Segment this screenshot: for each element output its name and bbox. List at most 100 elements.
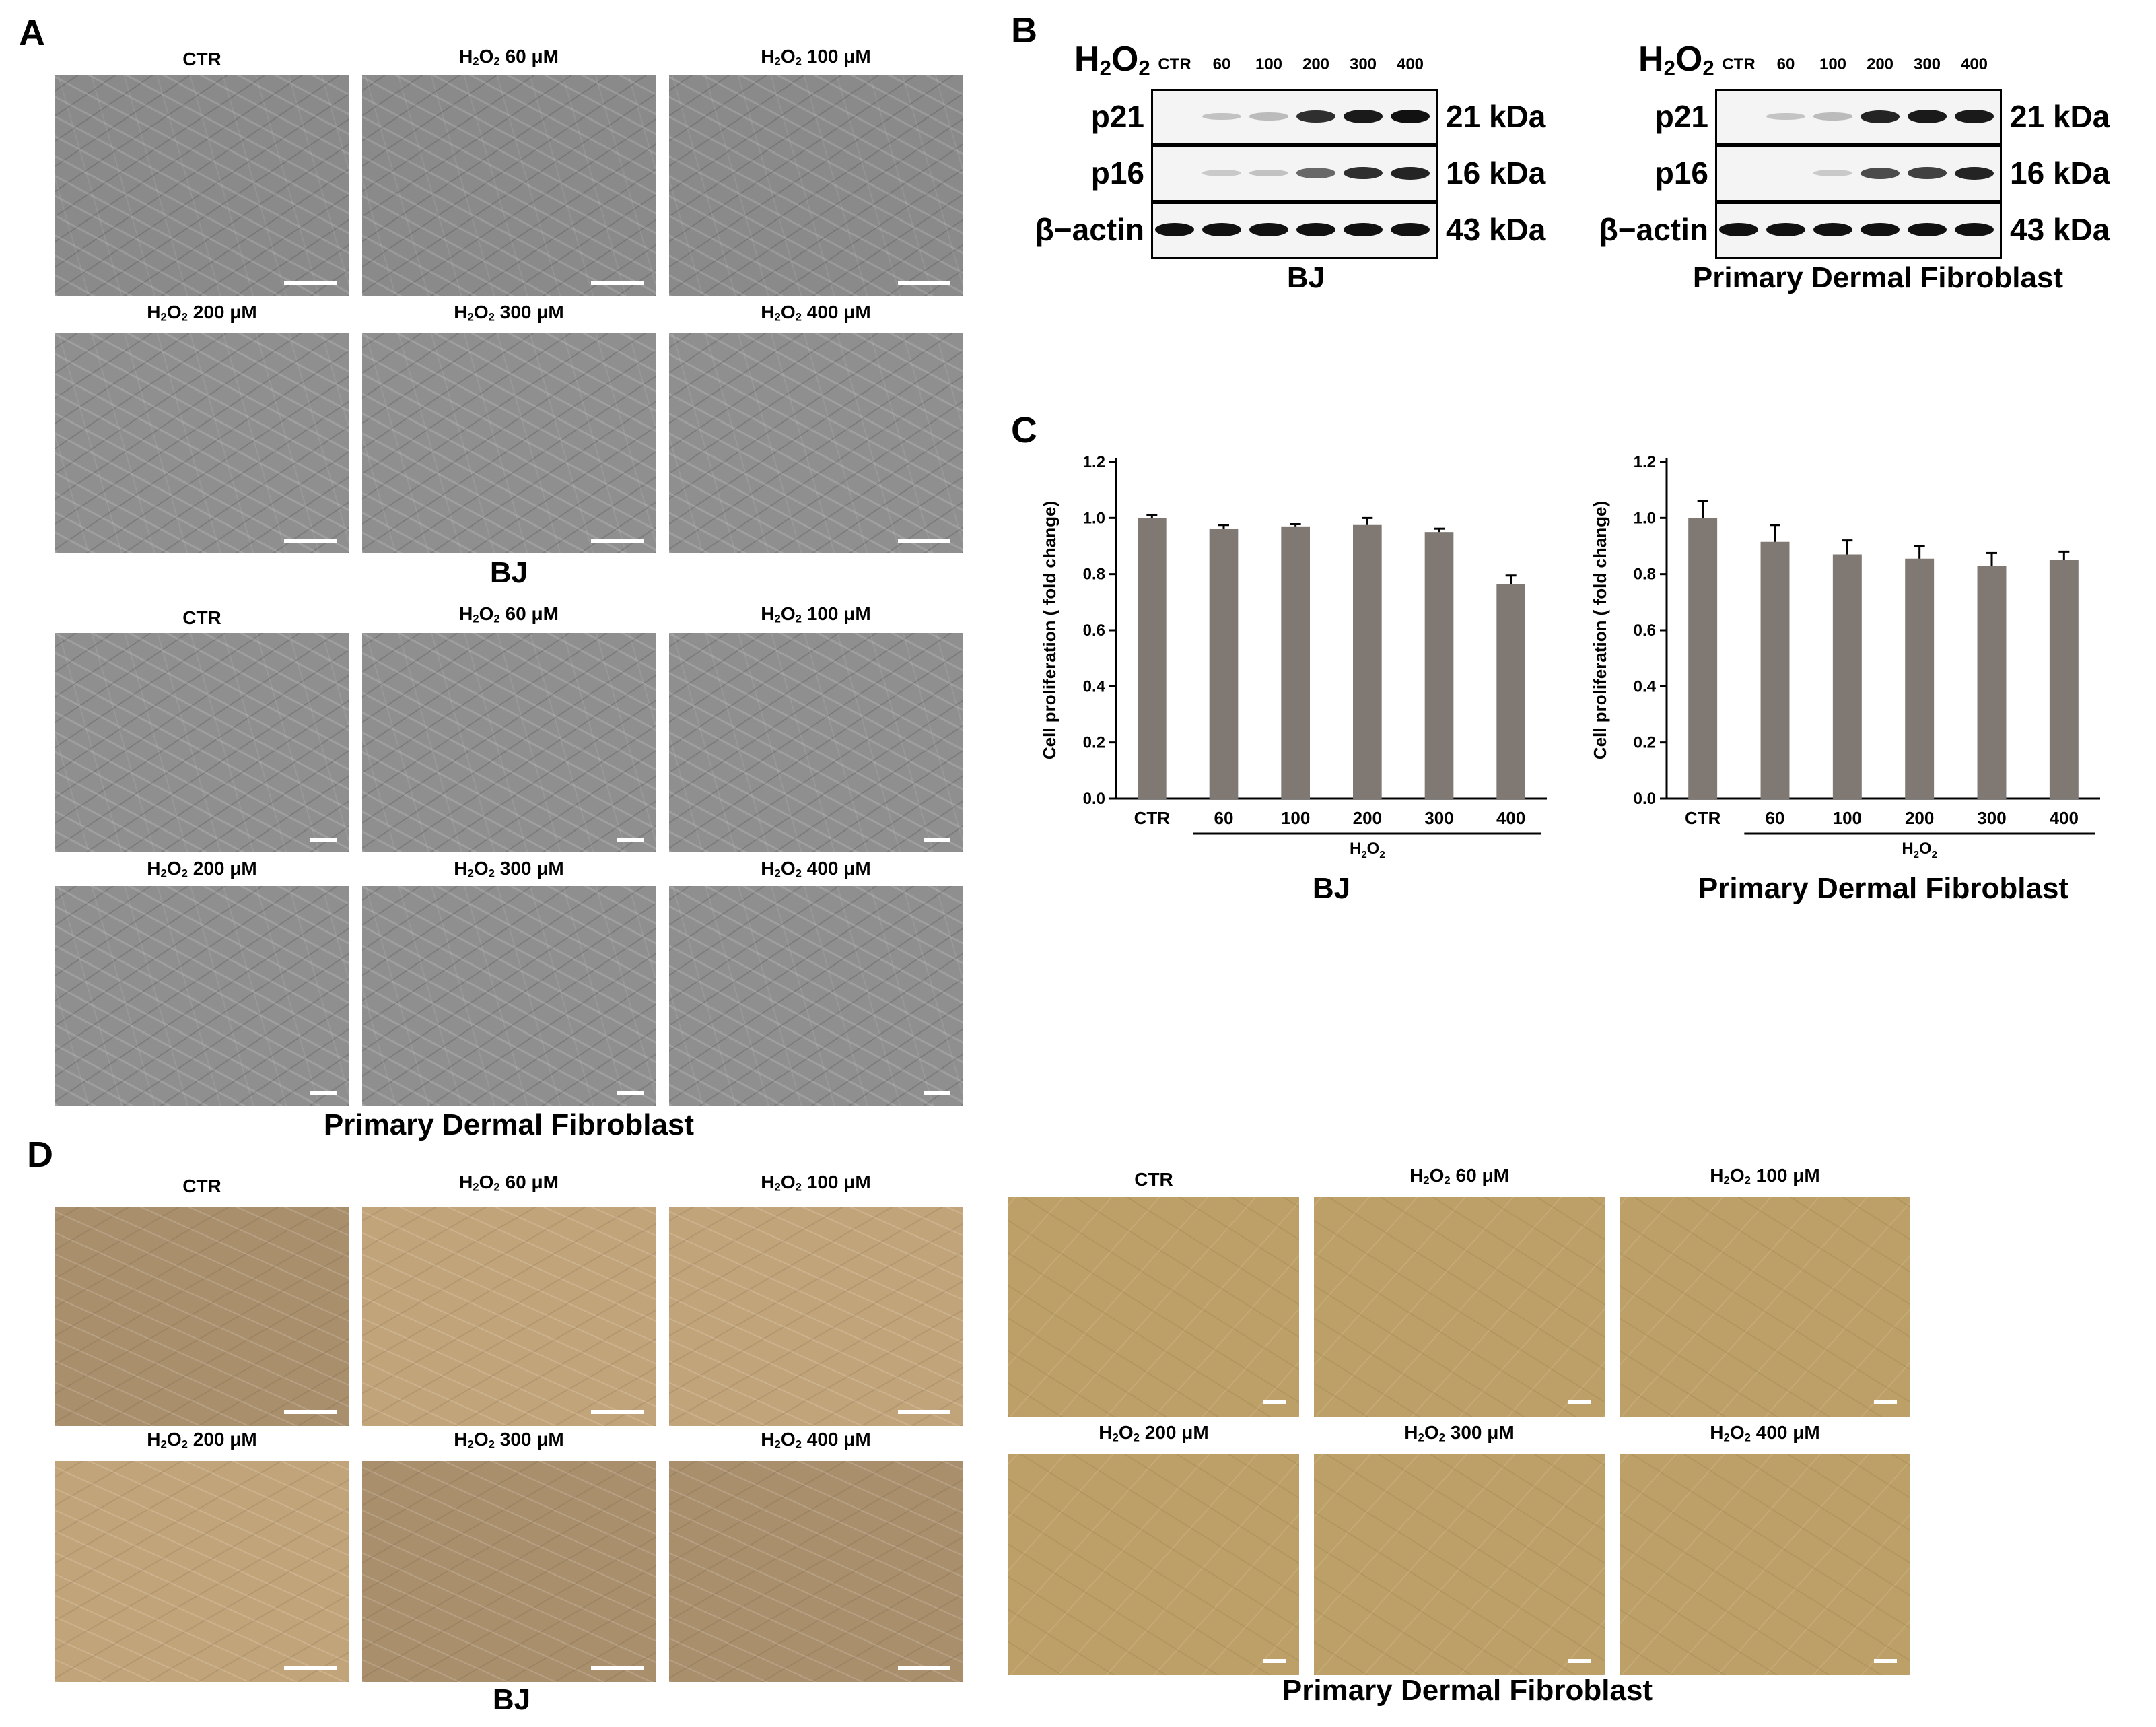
micrograph-pdf-400 <box>669 886 963 1106</box>
blot-pdf-band-p16-100 <box>1813 169 1852 177</box>
blot-bj-band-actin-300 <box>1344 223 1383 236</box>
blot-bj-band-p21-200 <box>1296 110 1335 123</box>
chart-pdf-bar-200 <box>1905 558 1935 799</box>
label-h2o2-200: H2O2 200 μM <box>147 1429 257 1451</box>
micrograph-pdf-60 <box>362 633 656 852</box>
blot-pdf-row-label-p21: p21 <box>1655 99 1708 134</box>
blot-pdf-band-actin-60 <box>1766 223 1805 236</box>
chart-pdf-xtick-100: 100 <box>1833 808 1862 828</box>
label-h2o2-200: H2O2 200 μM <box>147 858 257 880</box>
blot-bj-band-p16-300 <box>1344 166 1383 180</box>
chart-bj-xtick-200: 200 <box>1353 808 1382 828</box>
blot-bj-band-actin-60 <box>1202 223 1241 236</box>
blot-bj-lane-60: 60 <box>1212 55 1231 73</box>
chart-pdf-bar-100 <box>1832 554 1862 799</box>
label-h2o2-100: H2O2 100 μM <box>761 603 871 625</box>
blot-bj-band-actin-200 <box>1296 223 1335 236</box>
blot-pdf-kda-p16: 16 kDa <box>2010 156 2110 191</box>
blot-pdf-row-label-p16: p16 <box>1655 156 1708 191</box>
label-h2o2-100: H2O2 100 μM <box>761 46 871 68</box>
label-ctr: CTR <box>182 607 221 628</box>
chart-pdf-ytick-label: 1.0 <box>1634 509 1656 527</box>
label-h2o2-300: H2O2 300 μM <box>1404 1422 1515 1444</box>
chart-bj-xtick-400: 400 <box>1496 808 1525 828</box>
blot-pdf-band-p21-100 <box>1813 112 1852 121</box>
blot-pdf-band-p21-200 <box>1861 110 1900 123</box>
stain-bj-200 <box>55 1461 349 1682</box>
blot-bj-row-label-p16: p16 <box>1090 156 1144 191</box>
label-h2o2-300: H2O2 300 μM <box>454 302 564 324</box>
micrograph-bj-200 <box>55 333 349 553</box>
blot-bj-kda-p16: 16 kDa <box>1446 156 1546 191</box>
blot-bj-band-p16-200 <box>1296 168 1335 178</box>
stain-pdf-400 <box>1620 1454 1910 1675</box>
chart-bj-ytick-label: 0.8 <box>1083 566 1105 584</box>
chart-pdf-ylabel: Cell proliferation ( fold change) <box>1590 501 1610 759</box>
chart-bj-bar-200 <box>1353 524 1382 799</box>
blot-bj-band-p21-400 <box>1391 110 1430 123</box>
stain-bj-100 <box>669 1207 963 1426</box>
blot-pdf-lane-100: 100 <box>1819 55 1847 73</box>
chart-pdf-bar-60 <box>1760 541 1790 799</box>
group-title-pdf-d: Primary Dermal Fibroblast <box>1282 1674 1653 1707</box>
panel-letter-b: B <box>1011 10 1037 50</box>
chart-bj-xlabel: H2O2 <box>1350 840 1385 860</box>
label-h2o2-300: H2O2 300 μM <box>454 858 564 880</box>
group-title-pdf: Primary Dermal Fibroblast <box>323 1108 695 1141</box>
blot-pdf-band-p21-300 <box>1908 110 1947 123</box>
blot-pdf-h2o2-label: H2O2 <box>1638 40 1714 80</box>
chart-pdf-ytick-label: 0.2 <box>1634 734 1656 752</box>
blot-pdf-band-p16-400 <box>1955 166 1994 180</box>
blot-pdf-lane-60: 60 <box>1776 55 1795 73</box>
blot-pdf-membrane-p16 <box>1715 145 2002 202</box>
chart-bj-title: BJ <box>1313 872 1350 905</box>
label-h2o2-60: H2O2 60 μM <box>1410 1165 1509 1187</box>
blot-pdf-kda-actin: 43 kDa <box>2010 212 2110 247</box>
chart-bj-ytick-label: 1.0 <box>1083 509 1105 527</box>
label-h2o2-100: H2O2 100 μM <box>1710 1165 1820 1187</box>
blot-pdf-membrane-p21 <box>1715 89 2002 145</box>
label-h2o2-200: H2O2 200 μM <box>1099 1422 1209 1444</box>
stain-pdf-200 <box>1008 1454 1299 1675</box>
micrograph-bj-ctr <box>55 75 349 296</box>
blot-bj-row-label-actin: β−actin <box>1035 212 1144 247</box>
chart-bj-bar-300 <box>1424 532 1454 799</box>
chart-bj-ytick-label: 0.6 <box>1083 621 1105 640</box>
blot-bj-caption: BJ <box>1286 261 1325 294</box>
chart-pdf-bar-400 <box>2049 560 2079 799</box>
label-ctr: CTR <box>182 1176 221 1196</box>
blot-bj-band-p16-100 <box>1249 169 1288 177</box>
blot-pdf-band-actin-300 <box>1908 223 1947 236</box>
blot-pdf-band-actin-400 <box>1955 223 1994 236</box>
chart-bj-bar-400 <box>1496 584 1525 799</box>
blot-bj-band-actin-CTR <box>1155 223 1194 236</box>
stain-bj-ctr <box>55 1207 349 1426</box>
chart-bj-ytick-label: 1.2 <box>1083 453 1105 471</box>
chart-pdf-ytick-label: 1.2 <box>1634 453 1656 471</box>
blot-bj-band-p16-400 <box>1391 166 1430 180</box>
label-h2o2-60: H2O2 60 μM <box>459 46 559 68</box>
chart-pdf-xtick-200: 200 <box>1905 808 1934 828</box>
blot-pdf-row-label-actin: β−actin <box>1599 212 1708 247</box>
micrograph-pdf-ctr <box>55 633 349 852</box>
chart-bj-ytick-label: 0.4 <box>1083 677 1106 696</box>
chart-pdf-xtick-400: 400 <box>2050 808 2079 828</box>
label-h2o2-400: H2O2 400 μM <box>761 302 871 324</box>
panel-c-charts: 0.0 0.2 0.4 0.6 0.8 1.0 1.2 CTR 60 100 200 300 400 H2… <box>1039 453 2100 905</box>
chart-bj-bar-60 <box>1209 529 1239 799</box>
micrograph-pdf-200 <box>55 886 349 1106</box>
panel-letter-a: A <box>19 13 45 53</box>
blot-bj-kda-p21: 21 kDa <box>1446 99 1546 134</box>
blot-bj-membrane-actin <box>1151 202 1438 259</box>
group-title-bj-d: BJ <box>492 1683 531 1716</box>
label-h2o2-400: H2O2 400 μM <box>761 1429 871 1451</box>
blot-pdf-band-actin-200 <box>1861 223 1900 236</box>
blot-bj-band-p21-300 <box>1344 110 1383 123</box>
blot-bj-kda-actin: 43 kDa <box>1446 212 1546 247</box>
chart-pdf-ytick-label: 0.0 <box>1634 790 1656 808</box>
micrograph-pdf-100 <box>669 633 963 852</box>
blot-bj-membrane-p16 <box>1151 145 1438 202</box>
stain-pdf-ctr <box>1008 1197 1299 1417</box>
blot-pdf-band-p21-400 <box>1955 110 1994 123</box>
chart-pdf-xtick-CTR: CTR <box>1685 808 1721 828</box>
